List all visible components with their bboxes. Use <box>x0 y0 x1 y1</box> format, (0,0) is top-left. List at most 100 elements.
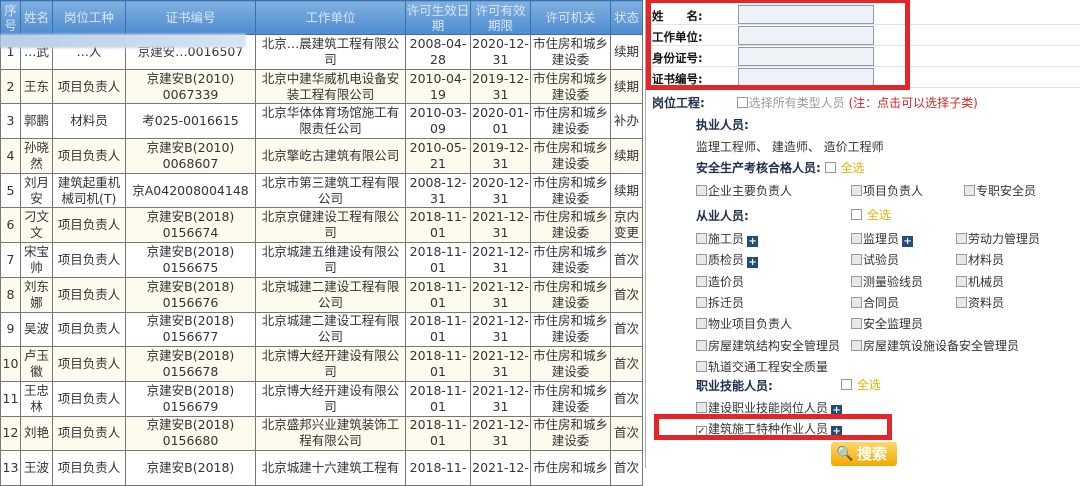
option-checkbox[interactable] <box>696 296 707 308</box>
expand-plus-icon[interactable]: + <box>831 426 843 437</box>
staff-select-all[interactable]: 全选 <box>866 208 891 222</box>
filter-option[interactable]: 质检员 + <box>696 251 759 269</box>
option-checkbox[interactable] <box>851 275 862 287</box>
expand-plus-icon[interactable]: + <box>831 405 843 416</box>
filter-option[interactable]: 资料员 <box>956 294 1004 311</box>
option-checkbox[interactable] <box>956 233 967 244</box>
filter-option[interactable]: 试验员 <box>851 251 899 268</box>
table-row[interactable]: 3 郭鹏 材料员 考025-0016615 北京华体体育场馆施工有限责任公司 2010-0… <box>0 103 643 140</box>
skill-item-checkbox[interactable] <box>696 402 707 413</box>
option-checkbox[interactable] <box>851 296 862 308</box>
select-all-types-checkbox[interactable] <box>736 97 748 108</box>
column-header: 岗位工种 <box>52 0 126 35</box>
filter-option[interactable]: 合同员 <box>851 294 899 311</box>
search-panel: 姓 名: 工作单位: 身份证号: 证书编号: 岗位工程: 选择所有类型人员 (注… <box>645 0 1080 468</box>
filter-option[interactable]: 企业主要负责人 <box>696 182 792 199</box>
column-header: 状态 <box>610 0 643 35</box>
unit-input[interactable] <box>738 26 874 45</box>
table-row[interactable]: 8 刘东娜 项目负责人 京建安B(2018) 0156676 北京城建二建设工程有限公司… <box>0 276 643 313</box>
select-all-types-label: 选择所有类型人员 <box>748 96 845 110</box>
table-row[interactable]: 13 王波 项目负责人 京建安B(2018) 北京城建十六建筑工程有 2018-11- 20… <box>0 450 643 486</box>
table-row[interactable]: 4 孙晓然 项目负责人 京建安B(2010) 0068607 北京擎屹古建筑有限公司 20… <box>0 138 643 174</box>
filter-option[interactable]: 安全监理员 <box>851 315 923 332</box>
certificate-table: 序号 姓名 岗位工种 证书编号 工作单位 许可生效日期 许可有效期限 许可机关 状态 1 …武 …人… <box>0 0 643 486</box>
filter-option[interactable]: 房屋建筑设施设备安全管理员 <box>851 337 1019 354</box>
option-checkbox[interactable] <box>851 233 862 244</box>
option-checkbox[interactable] <box>696 275 707 287</box>
expand-plus-icon[interactable]: + <box>747 236 759 247</box>
filter-option[interactable]: 劳动力管理员 <box>956 230 1040 247</box>
expand-plus-icon[interactable]: + <box>747 257 759 269</box>
table-cell: 2021-12-31 <box>470 346 531 382</box>
table-cell: 项目负责人 <box>52 415 126 452</box>
skill-select-all-checkbox[interactable] <box>841 379 852 390</box>
option-checkbox[interactable] <box>964 185 975 196</box>
name-input[interactable] <box>738 5 874 24</box>
option-checkbox[interactable] <box>851 254 862 266</box>
licensed-label: 执业人员: <box>696 118 749 132</box>
filter-option[interactable]: 监理员 + <box>851 230 914 247</box>
option-checkbox[interactable] <box>696 318 707 330</box>
search-button[interactable]: 🔍 搜索 <box>831 442 897 466</box>
cert-input[interactable] <box>738 68 874 87</box>
table-cell: 2021-12-31 <box>470 311 531 348</box>
cert-label: 证书编号: <box>652 72 703 86</box>
expand-plus-icon[interactable]: + <box>902 236 914 247</box>
option-checkbox[interactable] <box>851 185 862 196</box>
staff-select-all-checkbox[interactable] <box>851 209 862 220</box>
table-row[interactable]: 2 王东 项目负责人 京建安B(2010) 0067339 北京中建华威机电设备安装工程… <box>0 68 643 105</box>
filter-option[interactable]: 施工员 + <box>696 230 759 247</box>
table-cell: 考025-0016615 <box>125 103 256 140</box>
filter-option[interactable]: 物业项目负责人 <box>696 315 792 332</box>
option-checkbox[interactable] <box>696 339 707 351</box>
filter-option[interactable]: 轨道交通工程安全质量 <box>696 358 828 375</box>
filter-option[interactable]: 材料员 <box>956 251 1004 268</box>
option-checkbox[interactable] <box>956 275 967 287</box>
table-row[interactable]: 12 刘艳 项目负责人 京建安B(2018) 0156680 北京盛邦兴业建筑装饰工程有… <box>0 415 643 452</box>
option-checkbox[interactable] <box>956 296 967 308</box>
table-row[interactable]: 7 宋宝帅 项目负责人 京建安B(2018) 0156675 北京城建五维建设有限公司 2… <box>0 242 643 278</box>
option-checkbox[interactable] <box>696 185 707 196</box>
table-cell: 市住房和城乡建设委 <box>530 68 611 105</box>
table-cell: 2018-11-01 <box>405 276 471 313</box>
filter-option[interactable]: 测量验线员 <box>851 273 923 290</box>
table-row[interactable]: 11 王忠林 项目负责人 京建安B(2018) 0156679 北京博大经开建设有限公司… <box>0 380 643 417</box>
filter-option[interactable]: 机械员 <box>956 273 1004 290</box>
filter-option[interactable]: 专职安全员 <box>964 182 1036 199</box>
table-row[interactable]: 5 刘月安 建筑起重机械司机(T) 京A042008004148 北京市第三建筑工程有限… <box>0 172 643 209</box>
table-cell: 市住房和城乡建设委 <box>530 242 611 278</box>
id-input[interactable] <box>738 47 874 66</box>
table-row[interactable]: 10 卢玉徽 项目负责人 京建安B(2018) 0156678 北京博大经开建设有限公司… <box>0 346 643 382</box>
table-cell: 首次 <box>610 380 643 417</box>
skill-select-all[interactable]: 全选 <box>856 378 881 392</box>
table-cell: 京建安B(2018) 0156678 <box>125 346 256 382</box>
option-checkbox[interactable] <box>696 254 707 266</box>
option-label: 房屋建筑设施设备安全管理员 <box>863 338 1020 353</box>
option-checkbox[interactable] <box>851 318 862 330</box>
table-cell: 市住房和城乡建设委 <box>530 103 611 140</box>
table-cell: 2018-11-01 <box>405 380 471 417</box>
safety-select-all-checkbox[interactable] <box>824 162 836 173</box>
option-checkbox[interactable] <box>696 233 707 244</box>
safety-select-all[interactable]: 全选 <box>840 161 865 175</box>
option-checkbox[interactable] <box>851 339 862 351</box>
table-cell: 首次 <box>610 346 643 382</box>
filter-option[interactable]: 造价员 <box>696 273 744 290</box>
table-cell: 续期 <box>610 68 643 105</box>
table-cell: 2020-12-31 <box>470 172 531 209</box>
filter-option[interactable]: 项目负责人 <box>851 182 923 199</box>
option-label: 企业主要负责人 <box>708 184 793 198</box>
filter-option[interactable]: 房屋建筑结构安全管理员 <box>696 337 840 354</box>
table-cell: 北京城建十六建筑工程有 <box>255 450 406 486</box>
table-row[interactable]: 6 刁文文 项目负责人 京建安B(2018) 0156674 北京京健建设工程有限公司 2… <box>0 207 643 244</box>
table-row[interactable]: 9 吴波 项目负责人 京建安B(2018) 0156677 北京城建二建设工程有限公司 2… <box>0 311 643 348</box>
table-cell: 续期 <box>610 138 643 174</box>
option-checkbox[interactable] <box>696 360 707 372</box>
table-row[interactable]: 1 …武 …人 京建安…0016507 北京…晨建筑工程有限公司 2008-04-28 20… <box>0 34 643 70</box>
filter-option[interactable]: 拆迁员 <box>696 294 744 311</box>
table-cell: 2018-11-01 <box>405 311 471 348</box>
unit-label: 工作单位: <box>652 30 703 44</box>
skill-item-label: 建设职业技能岗位人员 <box>708 401 829 415</box>
special-worker-checkbox[interactable]: ✓ <box>696 426 707 437</box>
option-checkbox[interactable] <box>956 254 967 266</box>
